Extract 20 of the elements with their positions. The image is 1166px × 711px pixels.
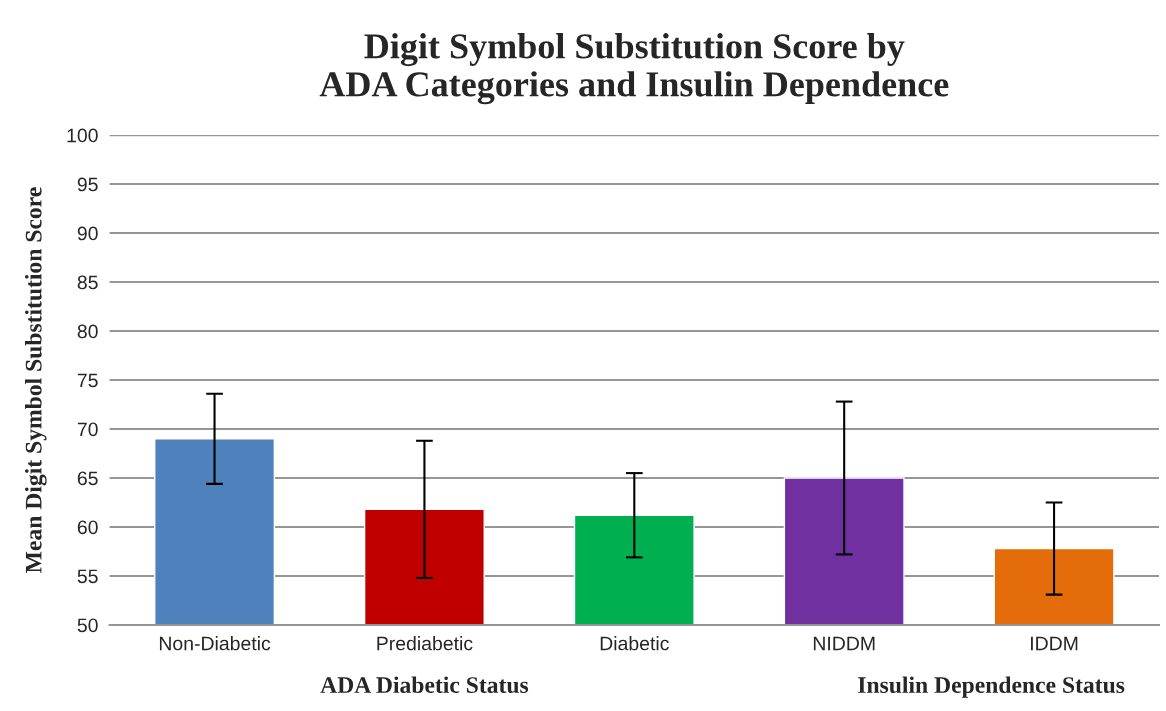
y-tick-label: 55 bbox=[77, 569, 98, 584]
text: Insulin Dependence Status bbox=[858, 676, 1125, 698]
y-tick-label: 90 bbox=[77, 226, 98, 241]
y-tick-label: 60 bbox=[77, 520, 98, 535]
y-tick-label: 80 bbox=[77, 324, 98, 339]
x-tick-label: Non-Diabetic bbox=[159, 636, 271, 651]
x-tick-label: Diabetic bbox=[600, 636, 669, 651]
x-axis-title: ADA Diabetic Status bbox=[320, 676, 529, 694]
y-tick-label: 75 bbox=[77, 373, 98, 388]
y-tick-label: 95 bbox=[77, 177, 98, 192]
x-tick-label: IDDM bbox=[1031, 636, 1078, 651]
y-tick-label: 100 bbox=[67, 128, 98, 143]
y-axis-title: Mean Digit Symbol Substitution Score bbox=[25, 187, 47, 573]
y-tick-label: 70 bbox=[77, 422, 98, 437]
y-tick-label: 85 bbox=[77, 275, 98, 290]
y-tick-label: 65 bbox=[77, 471, 98, 486]
y-tick-label: 50 bbox=[77, 618, 98, 633]
chart-title: Digit Symbol Substitution Score by ADA Categories and Insulin Dependence bbox=[319, 33, 949, 105]
x-tick-label: Prediabetic bbox=[377, 636, 473, 651]
x-tick-label: NIDDM bbox=[813, 636, 875, 651]
